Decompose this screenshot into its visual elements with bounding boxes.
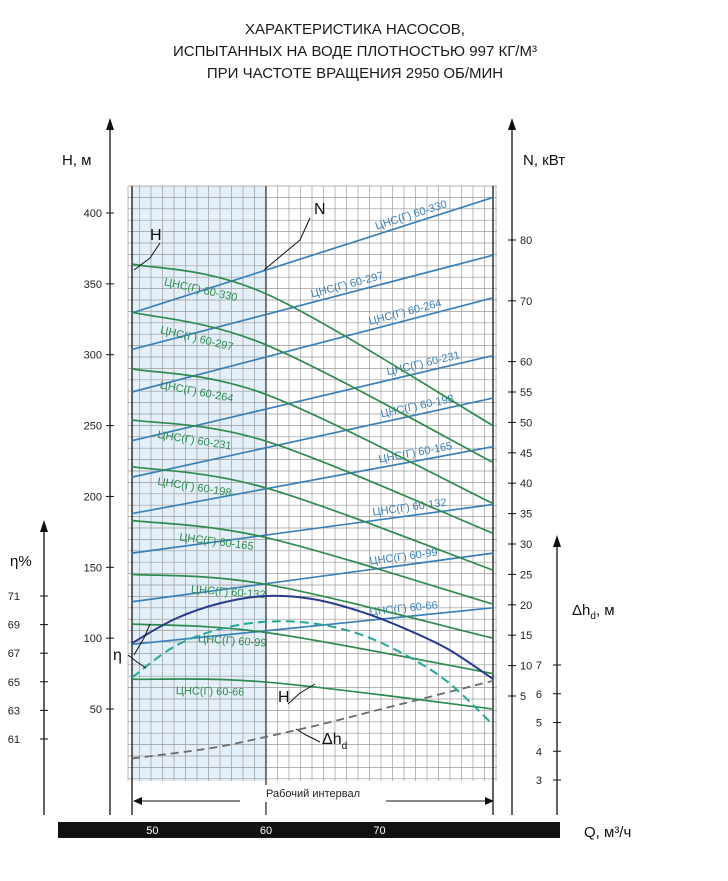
head-curve-marker-2: H [278, 689, 290, 706]
head-curve [131, 311, 494, 464]
power-tick-label: 55 [520, 387, 532, 399]
npsh-tick-label: 6 [536, 689, 542, 701]
head-tick-label: 200 [84, 491, 102, 503]
efficiency-tick-label: 65 [8, 677, 20, 689]
efficiency-curve-dashed [131, 620, 494, 726]
power-curve [131, 445, 494, 515]
head-curve [131, 678, 494, 710]
npsh-axis-line-arrow [553, 535, 561, 547]
power-tick-label: 40 [520, 478, 532, 490]
working-interval-label: Рабочий интервал [266, 788, 360, 800]
efficiency-axis-line-arrow [40, 520, 48, 532]
power-curve [131, 552, 494, 603]
power-curve [131, 503, 494, 554]
power-tick-label: 70 [520, 296, 532, 308]
npsh-tick-label: 5 [536, 718, 542, 730]
efficiency-tick-label: 67 [8, 648, 20, 660]
head-axis-line-arrow [106, 118, 114, 130]
power-axis-label: N, кВт [523, 152, 565, 169]
power-curve-marker: N [314, 201, 326, 218]
efficiency-tick-label: 71 [8, 591, 20, 603]
head-curve [131, 368, 494, 505]
efficiency-curve [131, 594, 494, 680]
npsh-tick-label: 7 [536, 660, 542, 672]
power-tick-label: 15 [520, 630, 532, 642]
power-tick-label: 60 [520, 357, 532, 369]
x-tick-label: 70 [373, 825, 385, 837]
power-curve-label: ЦНС(Г) 60-297 [310, 270, 385, 300]
x-tick-label: 50 [146, 825, 158, 837]
efficiency-tick-label: 63 [8, 705, 20, 717]
x-tick-label: 60 [260, 825, 272, 837]
axes: 5010015020025030035040051015202530354045… [8, 118, 561, 815]
npsh-axis-label: Δhd, м [572, 602, 615, 622]
power-tick-label: 80 [520, 235, 532, 247]
head-curve-label: ЦНС(Г) 60-66 [176, 685, 245, 698]
chart-title-line-1: ХАРАКТЕРИСТИКА НАСОСОВ, [245, 21, 465, 38]
head-tick-label: 150 [84, 562, 102, 574]
power-tick-label: 25 [520, 569, 532, 581]
efficiency-tick-label: 69 [8, 620, 20, 632]
power-curve [131, 196, 494, 314]
x-axis-ticks: 50 60 70 [146, 825, 385, 837]
working-interval-indicator: Рабочий интервал [133, 785, 494, 805]
head-tick-label: 250 [84, 421, 102, 433]
efficiency-axis-label: η% [10, 553, 32, 570]
head-curve [131, 519, 494, 605]
head-curve [131, 623, 494, 675]
head-curve-marker: H [150, 227, 162, 244]
head-curve [131, 419, 494, 535]
power-axis-line-arrow [508, 118, 516, 130]
head-curve [131, 263, 494, 427]
efficiency-tick-label: 61 [8, 734, 20, 746]
x-axis-label: Q, м³/ч [584, 824, 631, 841]
power-tick-label: 35 [520, 509, 532, 521]
power-tick-label: 45 [520, 448, 532, 460]
npsh-tick-label: 4 [536, 746, 542, 758]
head-curve [131, 465, 494, 571]
chart-title-line-3: ПРИ ЧАСТОТЕ ВРАЩЕНИЯ 2950 ОБ/МИН [207, 65, 503, 82]
power-tick-label: 30 [520, 539, 532, 551]
npsh-curve-marker: Δhd [322, 731, 347, 752]
head-tick-label: 100 [84, 633, 102, 645]
efficiency-curve-marker: η [113, 647, 122, 664]
chart-title-line-2: ИСПЫТАННЫХ НА ВОДЕ ПЛОТНОСТЬЮ 997 КГ/М³ [173, 43, 537, 60]
head-tick-label: 400 [84, 208, 102, 220]
head-axis-label: H, м [62, 152, 91, 169]
head-tick-label: 350 [84, 279, 102, 291]
power-tick-label: 5 [520, 691, 526, 703]
power-tick-label: 10 [520, 661, 532, 673]
head-tick-label: 50 [90, 704, 102, 716]
head-tick-label: 300 [84, 350, 102, 362]
power-curve [131, 254, 494, 351]
power-tick-label: 20 [520, 600, 532, 612]
head-curve-label: ЦНС(Г) 60-99 [198, 633, 267, 649]
power-tick-label: 50 [520, 417, 532, 429]
efficiency-curves-group [131, 594, 494, 726]
npsh-tick-label: 3 [536, 775, 542, 787]
marker-leaders [127, 217, 321, 743]
head-curve [131, 573, 494, 639]
power-curve [131, 397, 494, 478]
power-curve-label: ЦНС(Г) 60-264 [368, 297, 443, 327]
bottom-bar [58, 822, 560, 838]
